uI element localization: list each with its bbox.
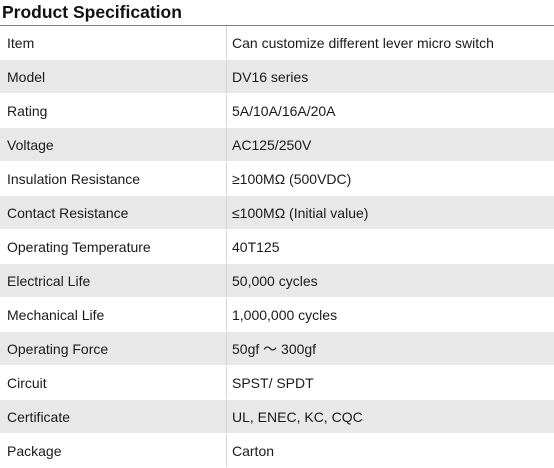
spec-value: ≤100MΩ (Initial value) bbox=[232, 204, 369, 221]
spec-key: Package bbox=[7, 442, 62, 459]
column-divider bbox=[226, 332, 227, 365]
spec-value: SPST/ SPDT bbox=[232, 374, 314, 391]
table-row: Circuit SPST/ SPDT bbox=[0, 366, 554, 400]
table-row: Item Can customize different lever micro… bbox=[0, 26, 554, 60]
spec-key: Contact Resistance bbox=[7, 204, 129, 221]
column-divider bbox=[226, 400, 227, 433]
spec-key: Rating bbox=[7, 102, 48, 119]
spec-key: Operating Temperature bbox=[7, 238, 151, 255]
table-row: Rating 5A/10A/16A/20A bbox=[0, 94, 554, 128]
spec-value: DV16 series bbox=[232, 68, 309, 85]
table-row: Operating Force 50gf ～ 300gf bbox=[0, 332, 554, 366]
spec-value: AC125/250V bbox=[232, 136, 312, 153]
column-divider bbox=[226, 60, 227, 93]
spec-key: Item bbox=[7, 34, 35, 51]
column-divider bbox=[226, 298, 227, 331]
spec-value: UL, ENEC, KC, CQC bbox=[232, 408, 363, 425]
column-divider bbox=[226, 434, 227, 467]
spec-table: Item Can customize different lever micro… bbox=[0, 26, 554, 468]
table-row: Certificate UL, ENEC, KC, CQC bbox=[0, 400, 554, 434]
table-row: Mechanical Life 1,000,000 cycles bbox=[0, 298, 554, 332]
column-divider bbox=[226, 94, 227, 127]
column-divider bbox=[226, 26, 227, 59]
column-divider bbox=[226, 128, 227, 161]
spec-key: Insulation Resistance bbox=[7, 170, 141, 187]
table-row: Insulation Resistance ≥100MΩ (500VDC) bbox=[0, 162, 554, 196]
spec-value: 40T125 bbox=[232, 238, 280, 255]
spec-key: Model bbox=[7, 68, 46, 85]
table-row: Voltage AC125/250V bbox=[0, 128, 554, 162]
title-divider bbox=[0, 25, 554, 26]
spec-value: 5A/10A/16A/20A bbox=[232, 102, 336, 119]
column-divider bbox=[226, 366, 227, 399]
table-row: Package Carton bbox=[0, 434, 554, 468]
column-divider bbox=[226, 196, 227, 229]
spec-key: Certificate bbox=[7, 408, 71, 425]
spec-key: Operating Force bbox=[7, 340, 109, 357]
spec-key: Mechanical Life bbox=[7, 306, 105, 323]
spec-value: ≥100MΩ (500VDC) bbox=[232, 170, 352, 187]
spec-key: Electrical Life bbox=[7, 272, 91, 289]
spec-value: 50,000 cycles bbox=[232, 272, 318, 289]
spec-value: Carton bbox=[232, 442, 275, 459]
column-divider bbox=[226, 162, 227, 195]
spec-key: Voltage bbox=[7, 136, 54, 153]
page-title: Product Specification bbox=[2, 2, 182, 22]
table-row: Contact Resistance ≤100MΩ (Initial value… bbox=[0, 196, 554, 230]
spec-value: 50gf ～ 300gf bbox=[232, 340, 317, 357]
table-row: Model DV16 series bbox=[0, 60, 554, 94]
table-row: Operating Temperature 40T125 bbox=[0, 230, 554, 264]
spec-value: 1,000,000 cycles bbox=[232, 306, 338, 323]
spec-value: Can customize different lever micro swit… bbox=[232, 34, 494, 51]
column-divider bbox=[226, 230, 227, 263]
spec-key: Circuit bbox=[7, 374, 47, 391]
column-divider bbox=[226, 264, 227, 297]
table-row: Electrical Life 50,000 cycles bbox=[0, 264, 554, 298]
